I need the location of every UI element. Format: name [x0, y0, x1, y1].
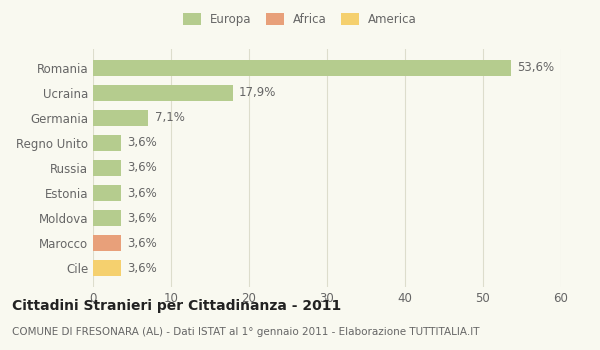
- Text: Cittadini Stranieri per Cittadinanza - 2011: Cittadini Stranieri per Cittadinanza - 2…: [12, 299, 341, 313]
- Text: 17,9%: 17,9%: [239, 86, 276, 99]
- Text: 3,6%: 3,6%: [127, 211, 157, 225]
- Text: 3,6%: 3,6%: [127, 237, 157, 250]
- Bar: [93, 160, 121, 176]
- Bar: [93, 260, 121, 276]
- Text: 7,1%: 7,1%: [155, 111, 184, 125]
- Text: COMUNE DI FRESONARA (AL) - Dati ISTAT al 1° gennaio 2011 - Elaborazione TUTTITAL: COMUNE DI FRESONARA (AL) - Dati ISTAT al…: [12, 327, 479, 337]
- Text: 3,6%: 3,6%: [127, 261, 157, 274]
- Bar: [93, 185, 121, 201]
- Bar: [93, 110, 148, 126]
- Text: 3,6%: 3,6%: [127, 136, 157, 149]
- Legend: Europa, Africa, America: Europa, Africa, America: [179, 9, 421, 29]
- Text: 53,6%: 53,6%: [517, 62, 554, 75]
- Bar: [93, 210, 121, 226]
- Bar: [93, 60, 511, 76]
- Bar: [93, 135, 121, 151]
- Bar: [93, 235, 121, 251]
- Text: 3,6%: 3,6%: [127, 187, 157, 199]
- Text: 3,6%: 3,6%: [127, 161, 157, 175]
- Bar: [93, 85, 233, 101]
